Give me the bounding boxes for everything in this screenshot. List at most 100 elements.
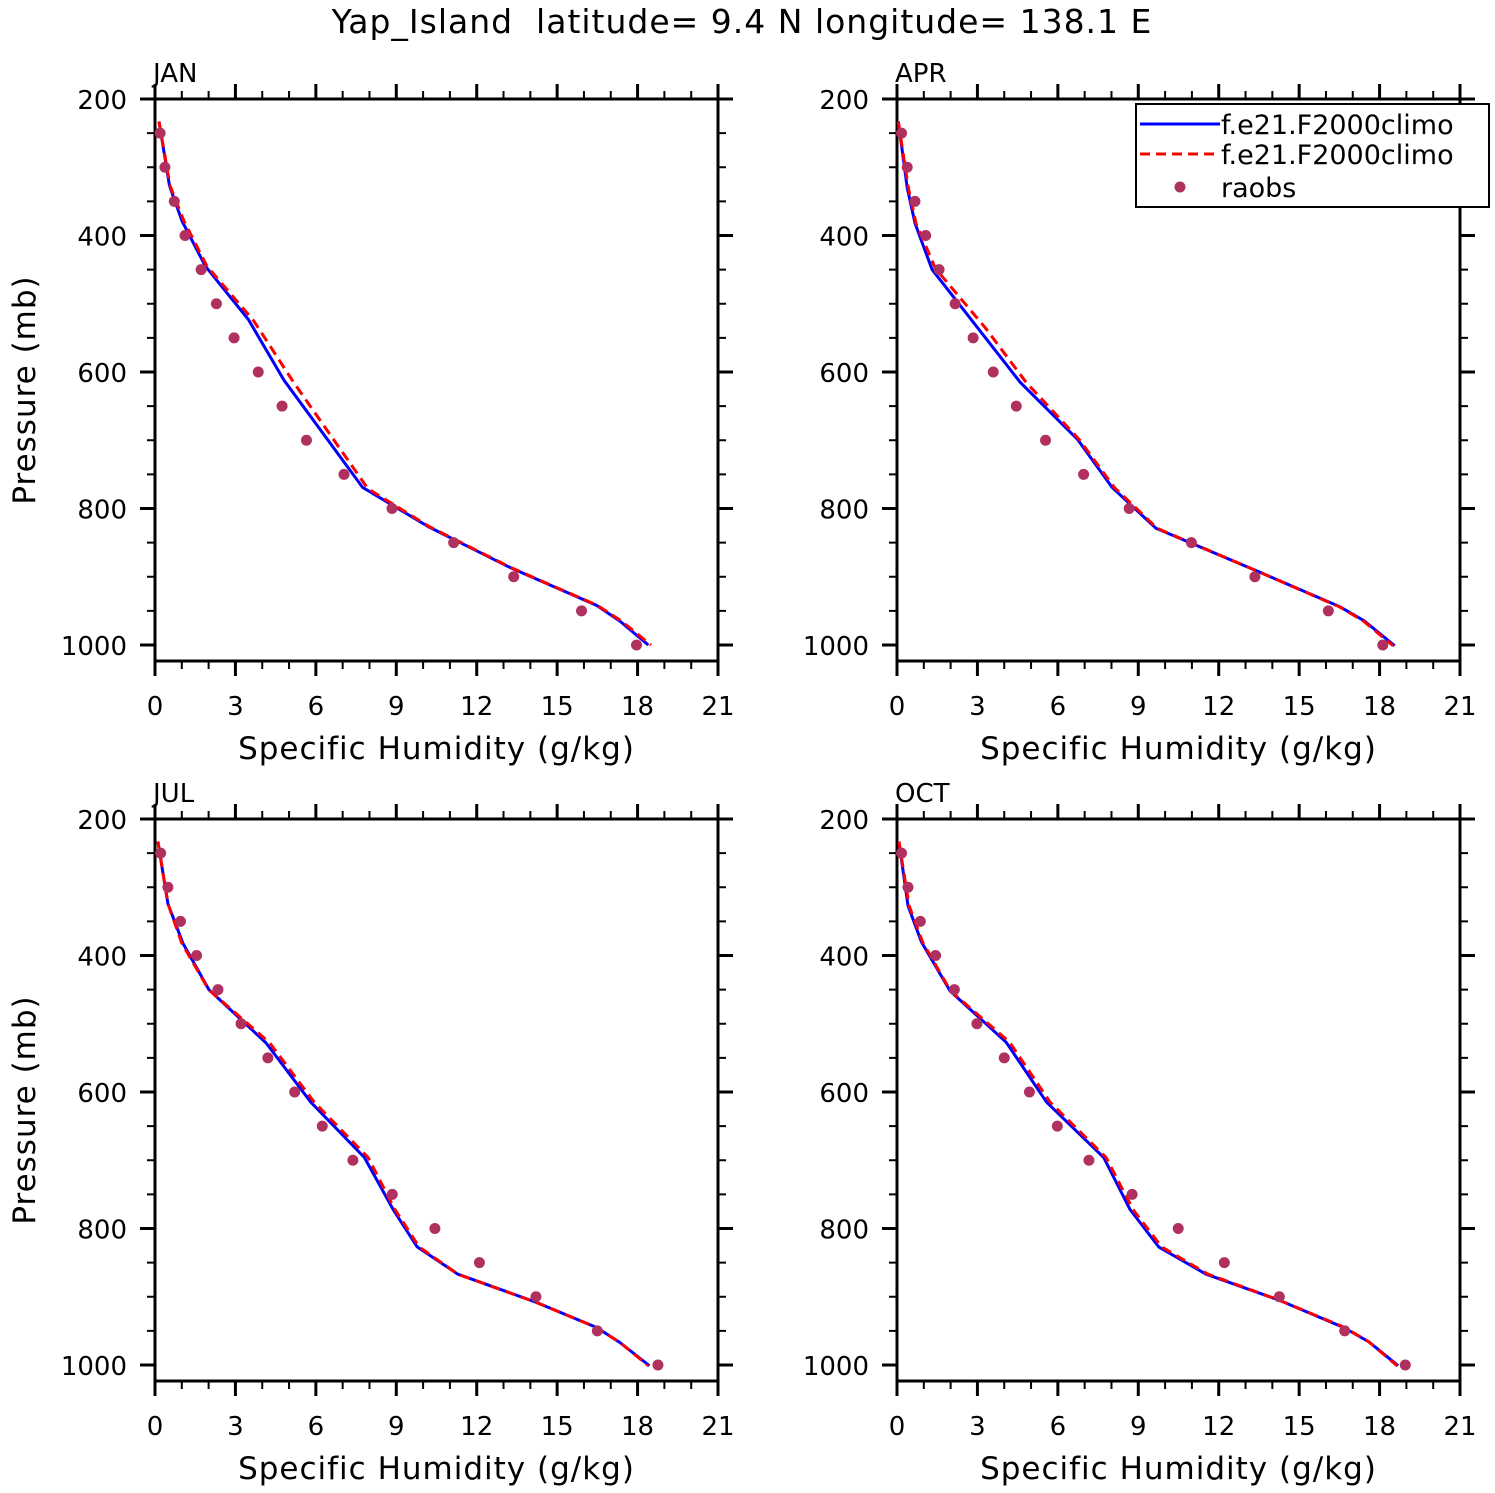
y-tick-label: 600 (819, 359, 869, 389)
raobs-point (289, 1086, 301, 1098)
legend-label: f.e21.F2000climo (1221, 110, 1454, 141)
y-tick-label: 600 (77, 359, 127, 389)
x-axis-label: Specific Humidity (g/kg) (980, 1451, 1377, 1487)
plot-frame (153, 817, 720, 1383)
raobs-point (210, 298, 222, 310)
raobs-point (1249, 571, 1261, 583)
x-tick-label: 15 (1283, 1412, 1316, 1442)
raobs-point (1218, 1257, 1230, 1269)
raobs-point (338, 468, 350, 480)
raobs-point (987, 366, 999, 378)
raobs-point (948, 984, 960, 996)
panel-label: JUL (151, 779, 195, 809)
x-axis-label: Specific Humidity (g/kg) (980, 731, 1377, 767)
x-tick-label: 12 (460, 1412, 493, 1442)
y-tick-label: 400 (77, 943, 127, 973)
raobs-point (212, 984, 224, 996)
raobs-point (1023, 1086, 1035, 1098)
x-tick-label: 9 (388, 1412, 405, 1442)
series-line-dashed (156, 841, 650, 1367)
raobs-point (1051, 1120, 1063, 1132)
raobs-point (914, 915, 926, 927)
raobs-point (1322, 605, 1334, 617)
raobs-point (1010, 400, 1022, 412)
raobs-point (1172, 1223, 1184, 1234)
raobs-point (191, 950, 203, 961)
plot-frame (895, 817, 1462, 1383)
series-line-solid (156, 841, 651, 1367)
y-tick-label: 600 (819, 1079, 869, 1109)
x-axis-label: Specific Humidity (g/kg) (238, 731, 635, 767)
x-tick-label: 15 (541, 1412, 574, 1442)
y-tick-label: 800 (77, 1216, 127, 1246)
x-tick-label: 3 (227, 692, 244, 722)
y-tick-label: 400 (819, 943, 869, 973)
raobs-point (1083, 1154, 1095, 1166)
raobs-point (162, 881, 174, 893)
x-tick-label: 18 (621, 1412, 654, 1442)
panel-apr: 0 3 6 9 12 15 18 21 200 400 600 800 1000 APR Specific … (803, 59, 1490, 767)
x-tick-label: 6 (308, 1412, 325, 1442)
x-tick-label: 21 (701, 1412, 734, 1442)
x-tick-label: 12 (460, 692, 493, 722)
y-axis-label: Pressure (mb) (7, 995, 43, 1224)
x-tick-label: 0 (147, 692, 164, 722)
y-tick-label: 600 (77, 1079, 127, 1109)
raobs-point (967, 332, 979, 344)
raobs-point (262, 1052, 274, 1064)
series-line-dashed (897, 841, 1398, 1367)
panel-label: APR (895, 59, 947, 89)
raobs-point (168, 195, 180, 207)
raobs-point (473, 1257, 485, 1269)
x-tick-label: 3 (227, 1412, 244, 1442)
x-tick-label: 0 (889, 692, 906, 722)
raobs-point (896, 127, 908, 139)
x-tick-label: 12 (1202, 1412, 1235, 1442)
x-tick-label: 9 (1130, 1412, 1147, 1442)
panel-label: OCT (895, 779, 950, 809)
plot-frame (153, 97, 720, 663)
raobs-point (508, 571, 520, 583)
raobs-point (386, 1188, 398, 1200)
raobs-point (228, 332, 240, 344)
raobs-point (930, 950, 942, 961)
x-tick-label: 15 (541, 692, 574, 722)
raobs-point (429, 1223, 441, 1234)
raobs-point (920, 230, 932, 241)
raobs-point (276, 400, 288, 412)
y-tick-label: 800 (819, 1216, 869, 1246)
x-tick-label: 21 (701, 692, 734, 722)
legend-marker-icon (1174, 181, 1186, 193)
x-tick-label: 6 (1050, 1412, 1067, 1442)
x-tick-label: 6 (308, 692, 325, 722)
raobs-point (300, 434, 312, 446)
raobs-point (949, 298, 961, 310)
y-tick-label: 400 (77, 223, 127, 253)
series-line-dashed (896, 121, 1394, 647)
raobs-point (155, 847, 167, 859)
raobs-point (347, 1154, 359, 1166)
raobs-point (1078, 468, 1090, 480)
series-line-solid (897, 841, 1400, 1367)
raobs-point (998, 1052, 1010, 1064)
y-tick-label: 200 (77, 86, 127, 116)
raobs-point (901, 161, 913, 173)
raobs-point (316, 1120, 328, 1132)
series-line-dashed (157, 121, 652, 647)
raobs-point (159, 161, 171, 173)
x-tick-label: 18 (1363, 1412, 1396, 1442)
series-line-solid (157, 121, 650, 647)
x-tick-label: 12 (1202, 692, 1235, 722)
x-tick-label: 9 (388, 692, 405, 722)
y-axis-label: Pressure (mb) (7, 275, 43, 504)
x-tick-label: 9 (1130, 692, 1147, 722)
y-tick-label: 1000 (803, 1352, 869, 1382)
x-tick-label: 0 (889, 1412, 906, 1442)
raobs-point (1040, 434, 1052, 446)
panel-oct: 0 3 6 9 12 15 18 21 200 400 600 800 1000 OCT Specific … (803, 779, 1477, 1487)
y-tick-label: 1000 (61, 1352, 127, 1382)
raobs-point (652, 1359, 664, 1371)
raobs-point (591, 1325, 603, 1337)
raobs-point (909, 195, 921, 207)
panel-label: JAN (151, 59, 197, 89)
